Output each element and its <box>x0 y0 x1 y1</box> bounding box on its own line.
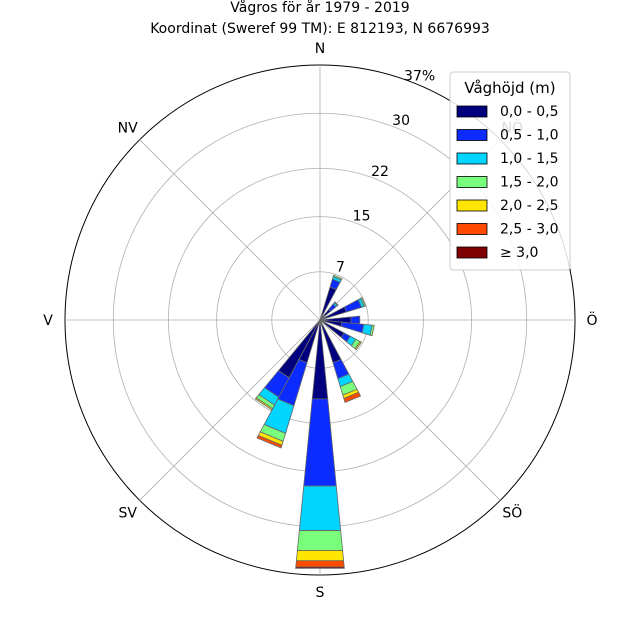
chart-title: Vågros för år 1979 - 2019 <box>230 0 409 16</box>
radial-tick-label: 30 <box>392 113 410 129</box>
sector-bar-segment <box>340 321 365 334</box>
radial-tick-label: 15 <box>353 209 371 225</box>
sector-bar-segment <box>343 391 362 403</box>
sector-bar-segment <box>295 566 345 569</box>
legend-swatch <box>456 223 488 235</box>
direction-label-se: SÖ <box>502 503 522 521</box>
legend: Våghöjd (m) 0,0 - 0,5 0,5 - 1,0 1,0 - 1,5 1… <box>449 71 571 271</box>
sector-bar-segment <box>295 550 345 562</box>
radial-tick-label: 37% <box>404 68 435 84</box>
legend-swatch <box>456 105 488 118</box>
legend-label: 0,0 - 0,5 <box>500 104 558 120</box>
direction-label-nw: NV <box>118 121 138 137</box>
sector-bar-segment <box>295 560 345 568</box>
grid-spoke <box>319 319 501 501</box>
sector-bar-segment <box>332 274 343 281</box>
direction-label-w: V <box>43 313 53 329</box>
legend-swatch <box>456 246 488 259</box>
legend-swatch <box>456 176 488 188</box>
grid-spoke <box>139 139 321 321</box>
sector-bar-segment <box>254 397 274 411</box>
direction-label-e: Ö <box>586 311 597 329</box>
sector-bar-segment <box>298 485 342 531</box>
legend-label: 2,0 - 2,5 <box>500 198 558 214</box>
legend-frame <box>449 71 571 271</box>
legend-label: 2,5 - 3,0 <box>500 222 558 238</box>
legend-swatch <box>456 152 488 165</box>
sector-bar-segment <box>296 530 344 551</box>
radial-tick-label: 7 <box>336 259 345 275</box>
legend-items: 0,0 - 0,5 0,5 - 1,0 1,0 - 1,5 1,5 - 2,0 2,0 … <box>456 104 558 261</box>
legend-title: Våghöjd (m) <box>464 79 555 97</box>
sector-bar-segment <box>360 297 367 308</box>
sector-bar-segment <box>350 315 361 325</box>
direction-label-s: S <box>316 585 325 601</box>
sector-bars <box>254 274 375 569</box>
sector-bar-segment <box>333 301 339 307</box>
legend-swatch <box>456 199 488 212</box>
sector-bar-segment <box>354 340 362 351</box>
legend-label: 0,5 - 1,0 <box>500 128 558 144</box>
radial-tick-label: 22 <box>371 164 389 180</box>
sector-bar-segment <box>369 324 375 337</box>
legend-label: 1,5 - 2,0 <box>500 175 558 191</box>
sector-bar-segment <box>303 398 337 487</box>
direction-label-sw: SV <box>118 505 137 521</box>
direction-label-n: N <box>315 41 325 57</box>
sector-bar-segment <box>256 435 283 449</box>
grid-spoke <box>139 319 321 501</box>
chart-subtitle: Koordinat (Sweref 99 TM): E 812193, N 66… <box>150 21 490 37</box>
legend-swatch <box>456 129 488 141</box>
legend-label: 1,0 - 1,5 <box>500 151 558 167</box>
legend-label: ≥ 3,0 <box>500 245 538 261</box>
